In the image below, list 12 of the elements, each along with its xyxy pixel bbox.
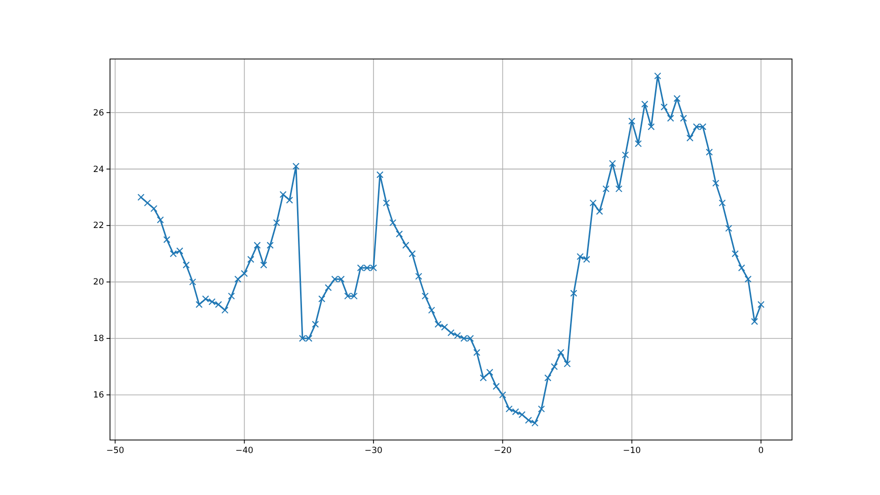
y-tick-label: 22 [93, 221, 104, 232]
x-tick-label: −20 [494, 446, 512, 456]
y-tick-label: 26 [93, 108, 104, 118]
x-tick-label: −50 [106, 446, 124, 456]
y-tick-label: 20 [93, 278, 104, 288]
x-tick-label: −10 [622, 446, 641, 456]
y-tick-label: 16 [93, 390, 104, 401]
x-tick-label: −40 [235, 446, 254, 456]
y-tick-label: 24 [93, 164, 104, 175]
y-tick-label: 18 [93, 334, 104, 344]
x-tick-label: −30 [364, 446, 382, 456]
x-tick-label: 0 [758, 446, 764, 456]
